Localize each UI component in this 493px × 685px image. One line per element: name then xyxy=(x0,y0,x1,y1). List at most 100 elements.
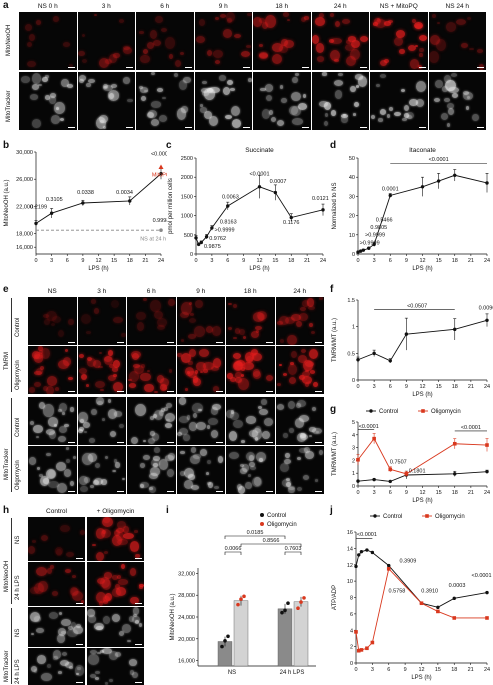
cell-signal xyxy=(77,50,85,57)
cell-signal xyxy=(440,113,448,120)
cell-signal xyxy=(38,83,42,87)
panel-label-j: j xyxy=(330,505,333,516)
p-value-annotation: <0.0001 xyxy=(249,171,269,177)
mitopq-label: MitoPQ xyxy=(152,172,167,178)
p-value-annotation: <0.0001 xyxy=(472,573,492,579)
p-value-annotation: 0.0121 xyxy=(312,196,329,202)
cell-signal xyxy=(259,18,266,23)
cell-signal xyxy=(150,300,161,312)
cell-signal xyxy=(226,79,234,86)
micrograph-mitoneooh xyxy=(136,12,194,70)
cell-signal xyxy=(262,109,271,120)
data-point xyxy=(452,441,457,446)
series-line xyxy=(357,437,488,475)
bar xyxy=(277,608,293,667)
data-point xyxy=(453,173,457,177)
cell-signal xyxy=(141,363,145,368)
y-tick-label: 0 xyxy=(352,484,355,490)
cell-signal xyxy=(227,373,233,379)
micrograph-tmrm-control xyxy=(176,297,225,345)
cell-signal xyxy=(142,49,149,55)
cell-signal xyxy=(76,623,81,629)
cell-signal xyxy=(435,80,443,89)
series-line xyxy=(357,319,488,362)
cell-signal xyxy=(240,373,244,377)
cell-signal xyxy=(167,468,175,478)
cell-signal xyxy=(59,402,68,412)
micrograph-mitotracker xyxy=(428,72,486,130)
cell-signal xyxy=(142,439,147,443)
scale-bar xyxy=(76,602,83,604)
cell-signal xyxy=(466,16,471,20)
cell-signal xyxy=(251,349,259,356)
cell-signal xyxy=(32,119,41,129)
cell-signal xyxy=(212,326,221,336)
y-tick-label: 0 xyxy=(352,252,355,258)
cell-signal xyxy=(472,113,479,121)
data-point xyxy=(273,190,278,195)
cell-signal xyxy=(196,362,206,371)
data-point xyxy=(452,596,456,601)
cell-signal xyxy=(97,651,101,654)
cell-signal xyxy=(45,310,57,322)
cell-signal xyxy=(46,663,51,668)
cell-signal xyxy=(192,376,199,383)
panel-label-e: e xyxy=(3,284,9,295)
cell-signal xyxy=(252,427,263,440)
cell-signal xyxy=(179,311,189,319)
cell-signal xyxy=(258,53,269,60)
cell-signal xyxy=(140,54,150,64)
scale-bar xyxy=(265,390,273,392)
cell-signal xyxy=(203,362,214,370)
cell-signal xyxy=(214,60,220,64)
cell-signal xyxy=(370,114,376,120)
cell-signal xyxy=(188,349,197,358)
cell-signal xyxy=(376,84,380,88)
cell-signal xyxy=(436,21,441,25)
cell-signal xyxy=(254,326,262,331)
cell-signal xyxy=(251,331,260,338)
cell-signal xyxy=(95,528,106,539)
data-point xyxy=(436,605,440,610)
y-tick-label: 22,000 xyxy=(16,204,33,210)
micrograph-mitotracker-control xyxy=(275,397,324,445)
cell-signal xyxy=(199,371,204,374)
cell-signal xyxy=(165,455,175,461)
cell-signal xyxy=(195,299,203,308)
cell-signal xyxy=(178,397,186,405)
cell-signal xyxy=(276,404,284,410)
cell-signal xyxy=(100,388,104,391)
micrograph-mitoneooh xyxy=(19,12,77,70)
cell-signal xyxy=(179,428,189,436)
cell-signal xyxy=(139,372,151,382)
x-tick-label: 3 xyxy=(373,258,376,264)
x-tick-label: 24 xyxy=(484,258,490,264)
cell-signal xyxy=(117,521,127,530)
group-bracket xyxy=(11,608,12,684)
cell-signal xyxy=(130,596,139,605)
cell-signal xyxy=(129,568,137,576)
cell-signal xyxy=(103,572,112,579)
cell-signal xyxy=(113,373,117,377)
micrograph-mitotracker-control xyxy=(28,397,77,445)
y-tick-label: 2000 xyxy=(181,175,193,181)
cell-signal xyxy=(131,353,140,360)
micrograph-mitotracker-ns xyxy=(28,607,85,647)
cell-signal xyxy=(292,77,298,84)
cell-signal xyxy=(153,447,160,453)
micrograph-mitoneooh xyxy=(370,12,428,70)
cell-signal xyxy=(239,328,245,335)
data-point xyxy=(372,351,376,356)
cell-signal xyxy=(53,16,59,22)
cell-signal xyxy=(107,409,117,420)
p-value-annotation: 0.3105 xyxy=(46,197,63,203)
scale-bar xyxy=(67,441,75,443)
y-axis-label: MitoNeoOH (a.u.) xyxy=(4,179,10,226)
cell-signal xyxy=(278,44,289,54)
cell-signal xyxy=(87,609,96,617)
chart-c-succinate: 0 3 6 9 12 15 18 21 24 0 500 1000 1500 2000 2500 LPS (h… xyxy=(168,147,329,272)
data-point xyxy=(370,640,375,645)
cell-signal xyxy=(132,363,140,369)
column-header: + Oligomycin xyxy=(96,508,135,515)
cell-signal xyxy=(113,411,123,417)
